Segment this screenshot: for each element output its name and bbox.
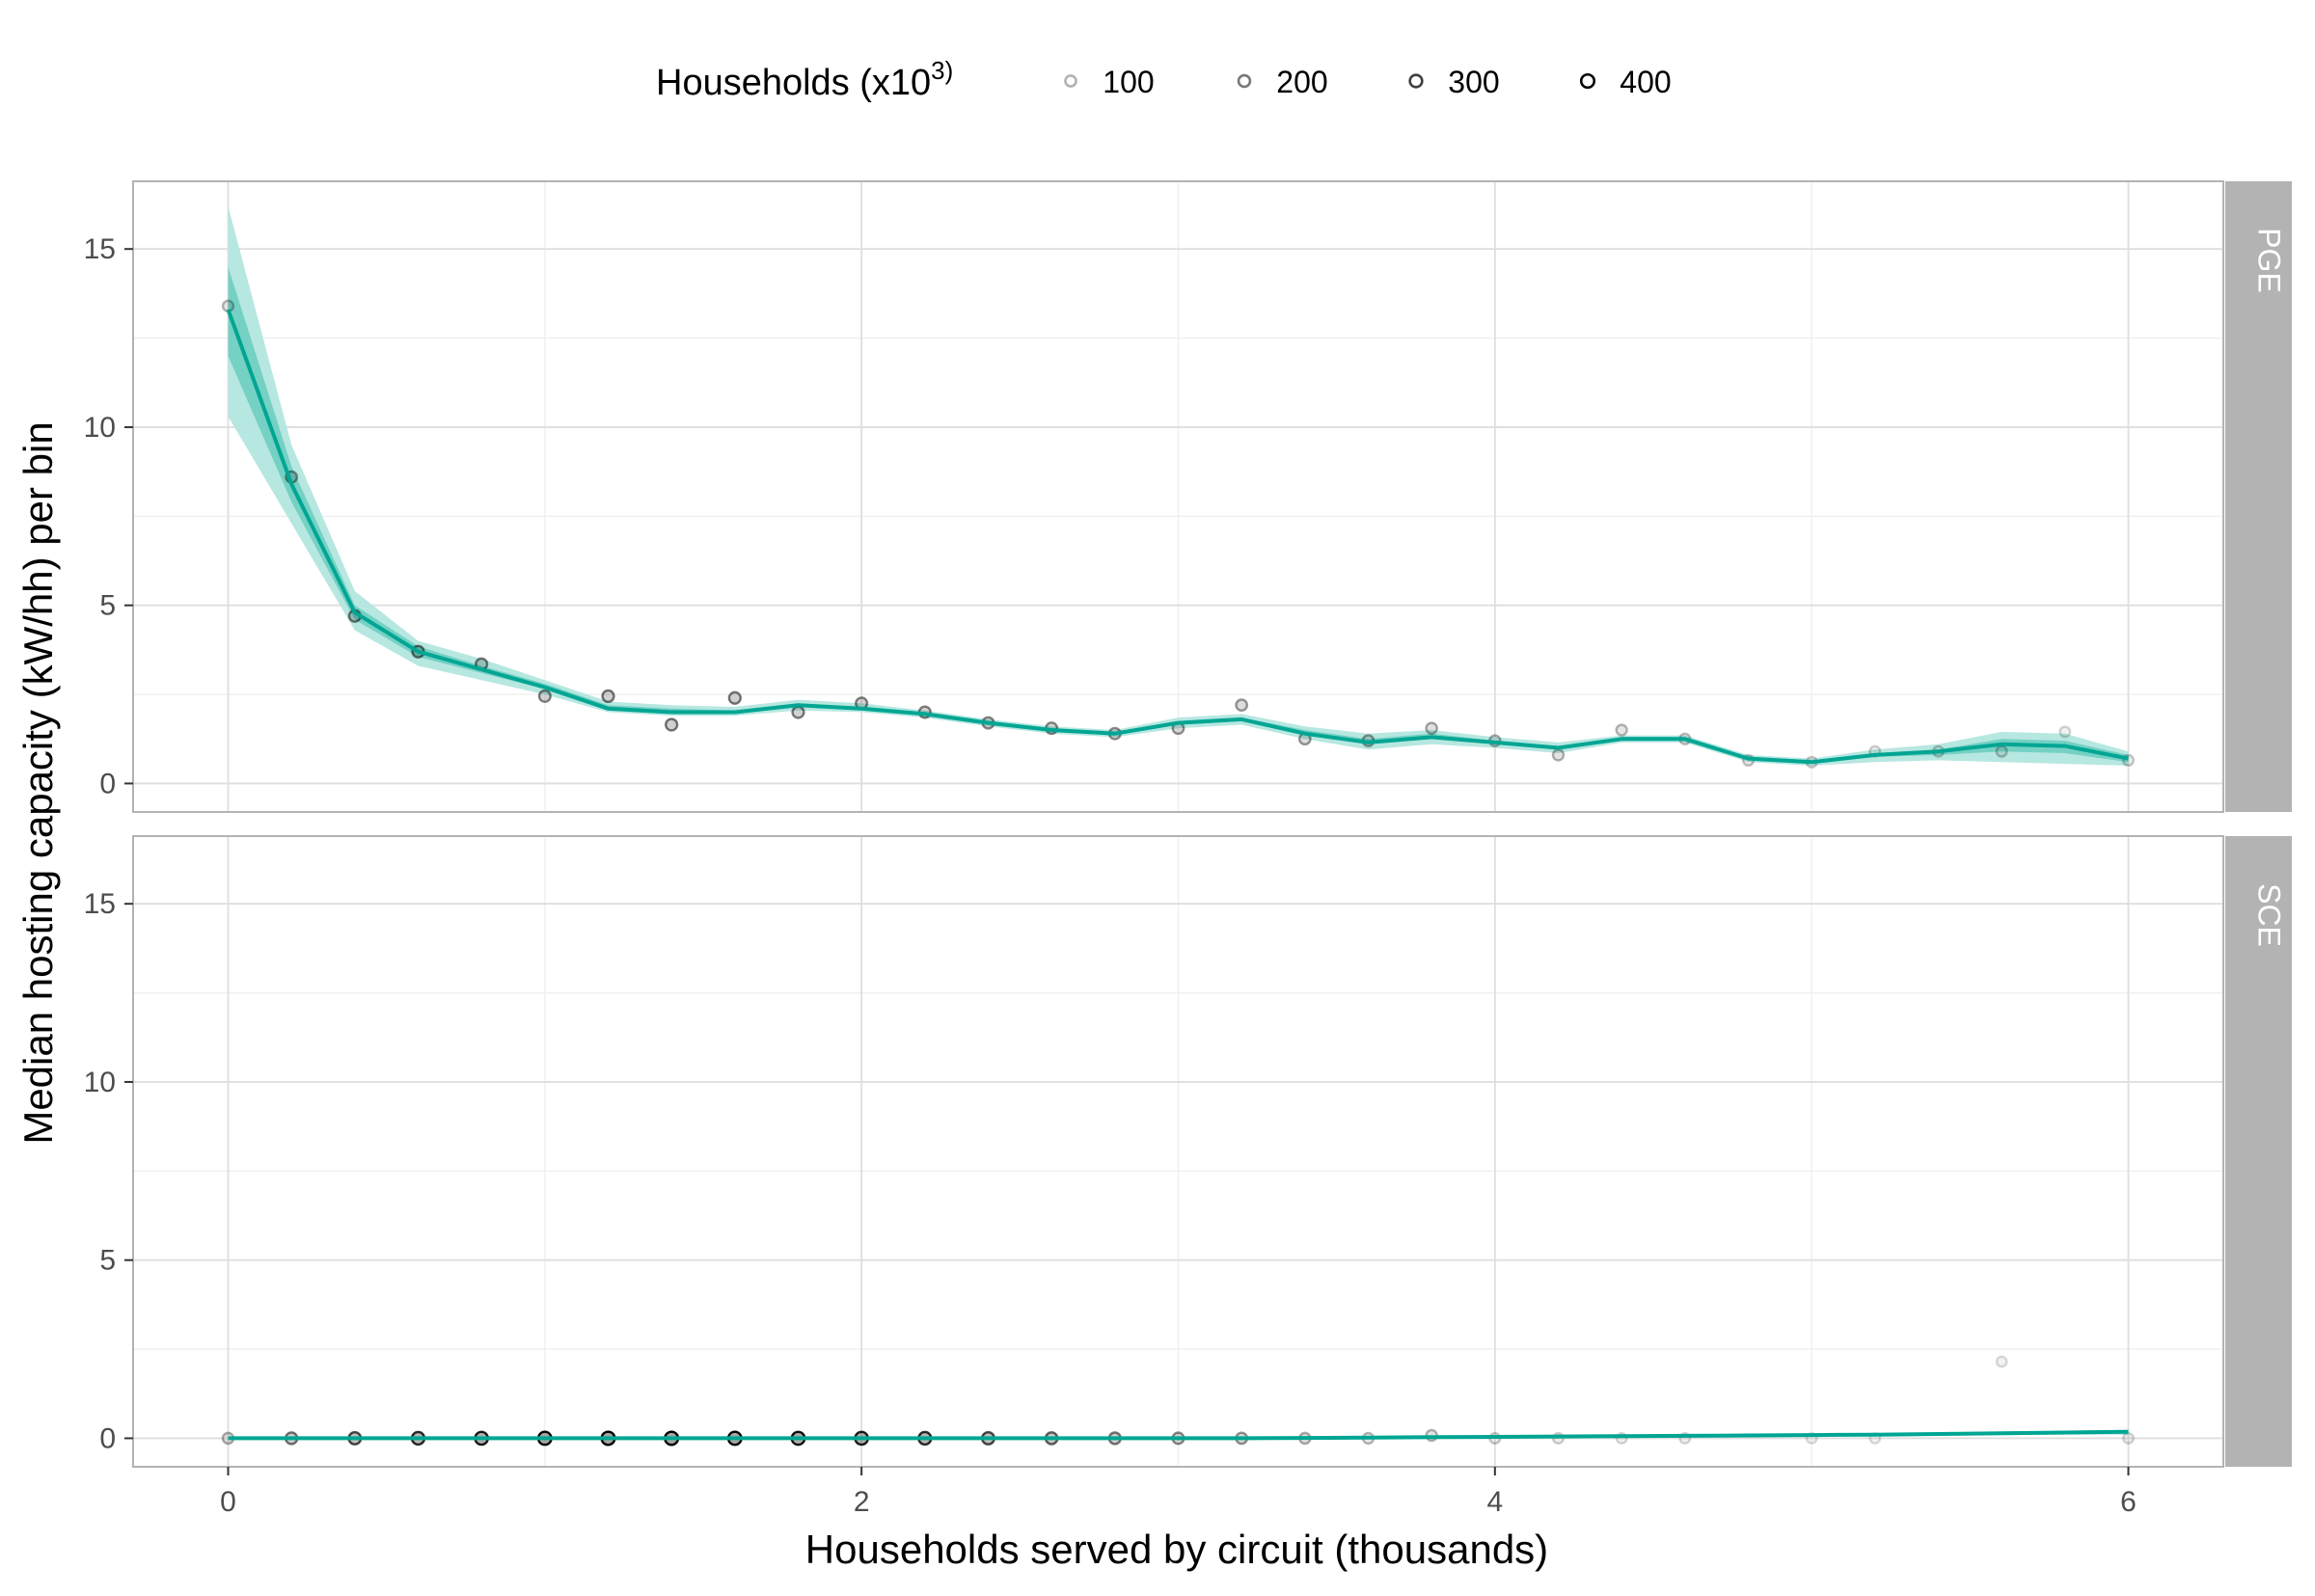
y-tick-label: 10 bbox=[84, 1067, 116, 1098]
legend-label-300: 300 bbox=[1448, 65, 1499, 99]
x-axis: 0 2 4 6 bbox=[220, 1467, 2137, 1518]
legend-label-400: 400 bbox=[1620, 65, 1671, 99]
y-tick-label: 0 bbox=[99, 768, 116, 799]
panel-pge: PGE 0 5 10 15 bbox=[84, 180, 2292, 813]
data-point bbox=[2058, 725, 2072, 739]
y-tick-label: 15 bbox=[84, 233, 116, 265]
legend-title-superscript: 3) bbox=[931, 56, 953, 85]
series-line bbox=[226, 309, 2129, 765]
legend: Households (x103) 100 200 300 400 bbox=[656, 56, 1672, 103]
x-tick-label: 4 bbox=[1486, 1486, 1503, 1518]
data-point bbox=[1235, 698, 1249, 713]
panel-sce: SCE 0 5 10 15 bbox=[84, 835, 2292, 1468]
data-point bbox=[665, 717, 679, 732]
legend-label-100: 100 bbox=[1103, 65, 1154, 99]
panel-border bbox=[132, 835, 2224, 1468]
data-point bbox=[2122, 1431, 2135, 1445]
x-tick-label: 6 bbox=[2120, 1486, 2137, 1518]
facet-strip bbox=[2225, 836, 2292, 1467]
data-point bbox=[1995, 1355, 2008, 1368]
legend-key-400 bbox=[1579, 72, 1596, 90]
legend-key-200 bbox=[1237, 73, 1252, 89]
facet-strip bbox=[2225, 181, 2292, 812]
facet-strip-label: PGE bbox=[2252, 228, 2287, 293]
data-point bbox=[1615, 723, 1628, 737]
x-tick-label: 2 bbox=[854, 1486, 870, 1518]
facet-strip-label: SCE bbox=[2252, 883, 2287, 947]
legend-title-text: Households (x10 bbox=[656, 63, 931, 103]
legend-key-300 bbox=[1408, 73, 1424, 89]
y-tick-label: 5 bbox=[99, 590, 116, 622]
series-line bbox=[228, 1429, 2129, 1441]
y-tick-label: 0 bbox=[99, 1422, 116, 1454]
y-tick-label: 10 bbox=[84, 412, 116, 444]
panels: PGE 0 5 10 15 SCE 0 5 10 15 0 2 4 6 bbox=[84, 180, 2292, 1518]
y-tick-label: 15 bbox=[84, 888, 116, 920]
x-axis-title: Households served by circuit (thousands) bbox=[805, 1527, 1548, 1572]
data-point bbox=[537, 689, 552, 703]
legend-label-200: 200 bbox=[1276, 65, 1327, 99]
data-point bbox=[601, 689, 615, 704]
data-point bbox=[1995, 744, 2008, 758]
legend-title: Households (x103) bbox=[656, 56, 953, 103]
y-axis-title: Median hosting capacity (kW/hh) per bin bbox=[15, 421, 61, 1144]
x-tick-label: 0 bbox=[220, 1486, 236, 1518]
legend-key-100 bbox=[1064, 74, 1077, 88]
data-point bbox=[791, 705, 805, 719]
panel-border bbox=[132, 180, 2224, 813]
y-tick-label: 5 bbox=[99, 1245, 116, 1277]
data-point bbox=[1425, 721, 1438, 735]
data-point bbox=[1551, 748, 1566, 762]
data-point bbox=[727, 690, 742, 705]
